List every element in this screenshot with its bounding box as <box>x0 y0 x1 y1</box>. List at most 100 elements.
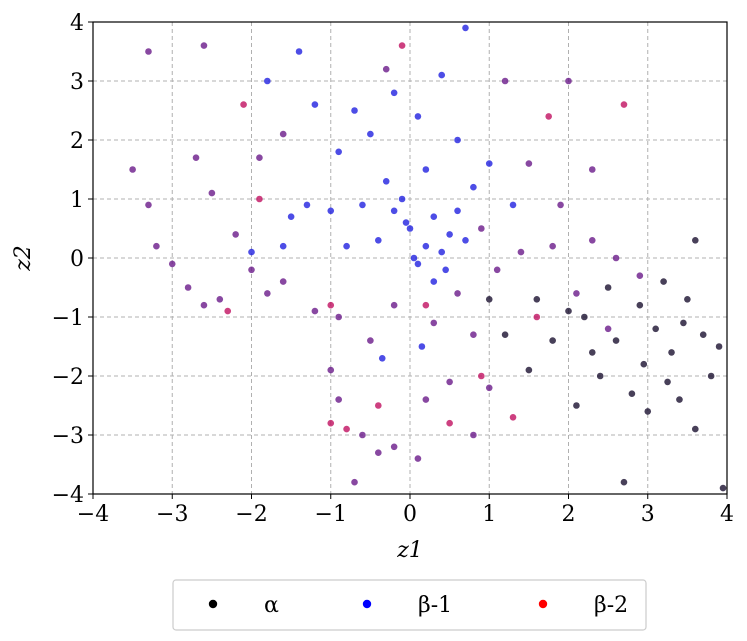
scatter-point <box>438 71 446 79</box>
scatter-point <box>216 296 224 303</box>
scatter-point <box>422 242 430 250</box>
scatter-point <box>596 372 604 380</box>
scatter-point <box>382 178 390 185</box>
scatter-point <box>462 237 469 244</box>
scatter-point <box>446 419 453 427</box>
scatter-point <box>636 301 644 309</box>
scatter-point <box>224 307 232 315</box>
scatter-point <box>279 278 287 285</box>
scatter-point <box>588 237 596 244</box>
scatter-point <box>153 242 160 250</box>
axis-ticks: −4 −3 −2 −1 0 1 2 3 4 −4 −3 −2 −1 0 1 2 3 4 <box>52 11 734 527</box>
y-tick-label: −1 <box>52 306 84 331</box>
scatter-point <box>335 396 342 403</box>
scatter-point <box>692 425 699 433</box>
scatter-point <box>719 484 727 492</box>
scatter-point <box>612 254 620 262</box>
scatter-point <box>327 301 335 309</box>
scatter-point <box>588 349 596 356</box>
x-tick-label: −4 <box>77 502 109 527</box>
scatter-point <box>256 195 263 203</box>
scatter-point <box>692 237 699 244</box>
scatter-point <box>378 355 386 362</box>
x-tick-label: 3 <box>641 502 655 527</box>
x-tick-label: 2 <box>562 502 576 527</box>
scatter-point <box>145 201 152 209</box>
y-tick-label: −3 <box>52 424 84 449</box>
scatter-point <box>390 301 398 309</box>
scatter-points <box>129 24 727 492</box>
grid-lines <box>92 21 728 495</box>
scatter-point <box>430 319 438 327</box>
scatter-point <box>184 284 192 291</box>
scatter-point <box>335 313 342 321</box>
scatter-point <box>549 242 556 250</box>
scatter-point <box>311 307 319 315</box>
scatter-point <box>335 148 342 156</box>
x-tick-label: 0 <box>403 502 417 527</box>
scatter-point <box>232 231 239 238</box>
scatter-point <box>359 201 366 209</box>
scatter-point <box>573 402 580 409</box>
scatter-point <box>398 195 406 203</box>
scatter-point <box>375 237 382 244</box>
scatter-point <box>367 337 374 344</box>
scatter-point <box>406 225 414 232</box>
legend: α β-1 β-2 <box>172 579 647 631</box>
legend-marker <box>362 599 372 609</box>
scatter-point <box>485 384 493 392</box>
scatter-point <box>343 242 350 250</box>
scatter-point <box>612 337 620 344</box>
scatter-point <box>628 390 636 398</box>
scatter-point <box>588 166 596 173</box>
legend-label: β-2 <box>594 593 628 618</box>
legend-marker <box>208 599 218 609</box>
scatter-point <box>359 431 366 439</box>
scatter-point <box>620 478 628 486</box>
scatter-point <box>485 296 493 303</box>
scatter-point <box>525 160 533 167</box>
scatter-point <box>418 343 426 350</box>
scatter-point <box>470 331 477 339</box>
scatter-point <box>390 89 398 97</box>
x-tick-label: 1 <box>482 502 496 527</box>
scatter-point <box>327 419 335 427</box>
scatter-point <box>422 166 430 173</box>
scatter-point <box>168 260 176 268</box>
scatter-point <box>430 278 438 285</box>
scatter-point <box>565 307 572 315</box>
scatter-point <box>668 349 675 356</box>
scatter-point <box>398 42 406 49</box>
scatter-point <box>454 290 461 297</box>
x-axis-label: z1 <box>396 538 423 563</box>
scatter-point <box>699 331 707 339</box>
x-tick-label: −2 <box>235 502 267 527</box>
y-tick-label: 1 <box>70 188 84 213</box>
scatter-point <box>462 24 469 32</box>
scatter-point <box>454 207 461 215</box>
scatter-point <box>533 313 541 321</box>
scatter-point <box>470 183 477 191</box>
scatter-point <box>256 154 263 161</box>
scatter-point <box>676 396 683 403</box>
scatter-point <box>620 101 628 108</box>
scatter-point <box>327 207 335 215</box>
legend-box <box>172 579 647 631</box>
scatter-point <box>327 366 335 374</box>
x-tick-label: −3 <box>156 502 188 527</box>
scatter-point <box>442 266 449 274</box>
scatter-point <box>509 414 517 421</box>
scatter-point <box>343 425 350 433</box>
scatter-point <box>422 396 430 403</box>
scatter-point <box>525 366 533 374</box>
scatter-point <box>517 248 525 256</box>
scatter-point <box>200 42 208 49</box>
scatter-point <box>565 77 572 85</box>
scatter-point <box>446 378 453 386</box>
scatter-point <box>192 154 200 161</box>
scatter-point <box>240 101 247 108</box>
scatter-point <box>248 248 255 256</box>
y-tick-label: 0 <box>70 247 84 272</box>
scatter-point <box>640 360 648 368</box>
scatter-point <box>664 378 671 386</box>
